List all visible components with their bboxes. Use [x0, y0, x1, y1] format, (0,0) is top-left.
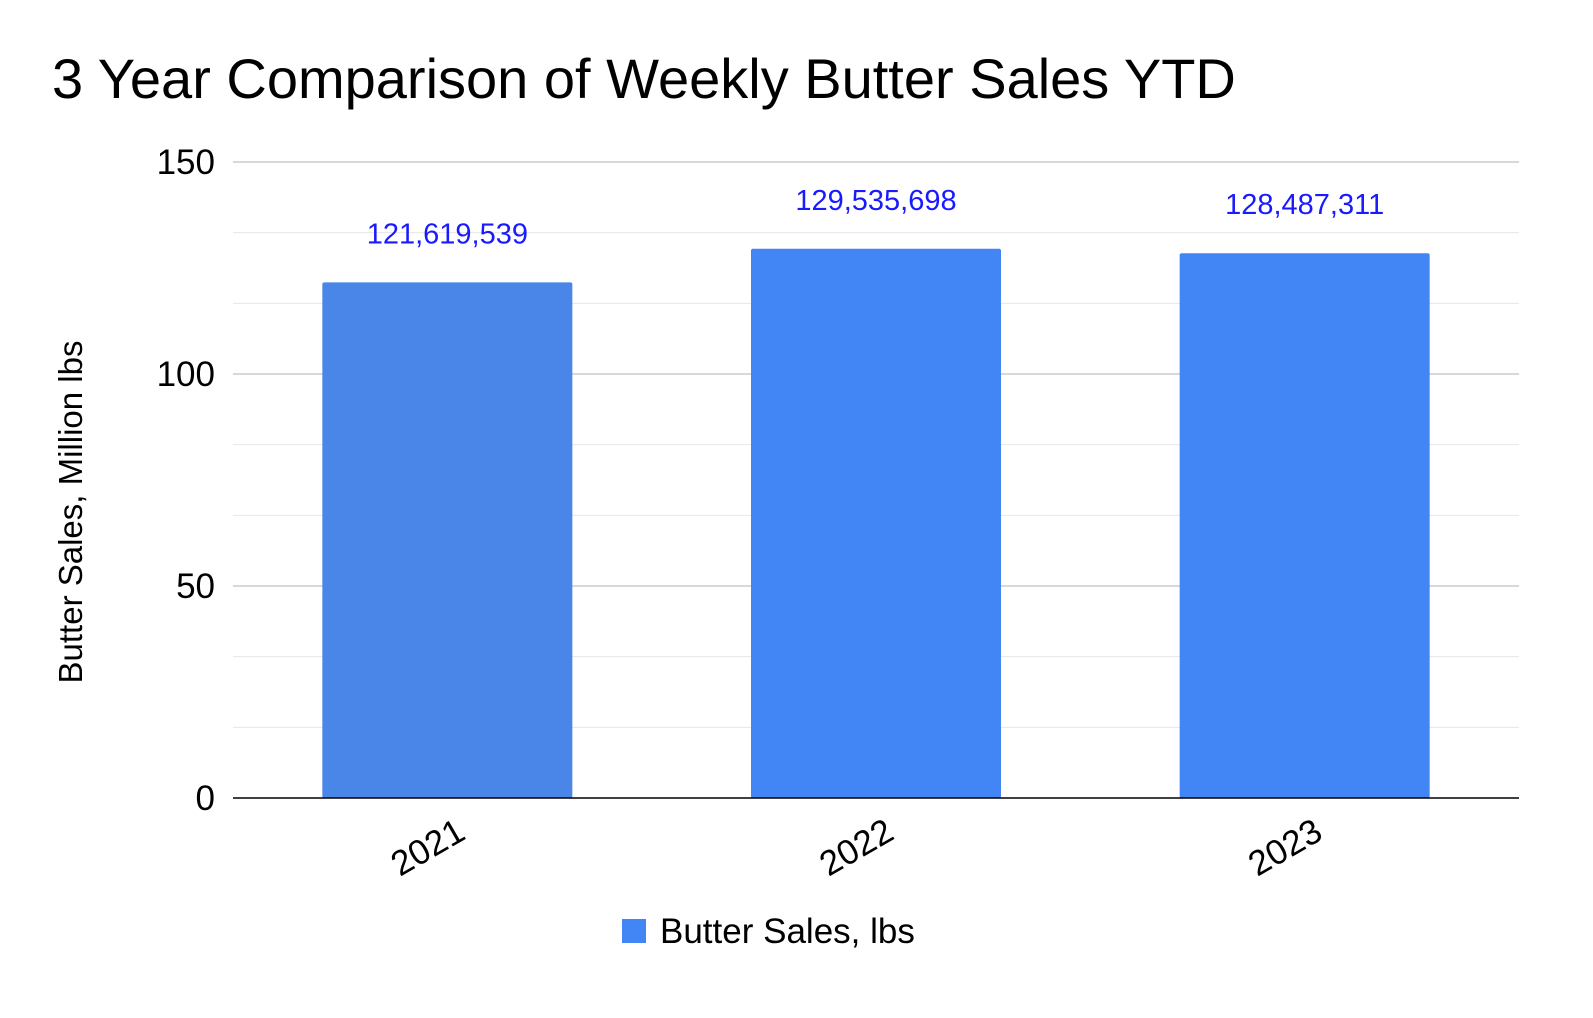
- legend-swatch: [622, 919, 646, 943]
- x-tick-label-2023: 2023: [1242, 811, 1329, 884]
- data-label-2021: 121,619,539: [367, 218, 528, 250]
- data-label-2023: 128,487,311: [1225, 189, 1384, 221]
- data-label-2022: 129,535,698: [795, 185, 956, 217]
- bars: [322, 248, 1430, 799]
- y-tick-label: 100: [157, 355, 215, 394]
- bar-2021[interactable]: [322, 282, 573, 799]
- x-tick-label-2021: 2021: [384, 811, 471, 884]
- legend[interactable]: Butter Sales, lbs: [622, 912, 915, 951]
- bar-2023[interactable]: [1179, 253, 1430, 798]
- y-tick-label: 50: [176, 567, 215, 606]
- chart-title: 3 Year Comparison of Weekly Butter Sales…: [52, 47, 1236, 110]
- y-tick-label: 150: [157, 143, 215, 182]
- data-labels: 121,619,539 129,535,698 128,487,311: [367, 185, 1385, 251]
- bar-2022[interactable]: [751, 248, 1001, 798]
- legend-label: Butter Sales, lbs: [660, 912, 915, 951]
- x-tick-label-2022: 2022: [813, 811, 900, 884]
- y-axis-label: Butter Sales, Million lbs: [52, 341, 89, 684]
- y-axis-ticks: 0 50 100 150: [157, 143, 215, 818]
- y-tick-label: 0: [196, 779, 215, 818]
- x-axis-ticks: 2021 2022 2023: [384, 811, 1328, 884]
